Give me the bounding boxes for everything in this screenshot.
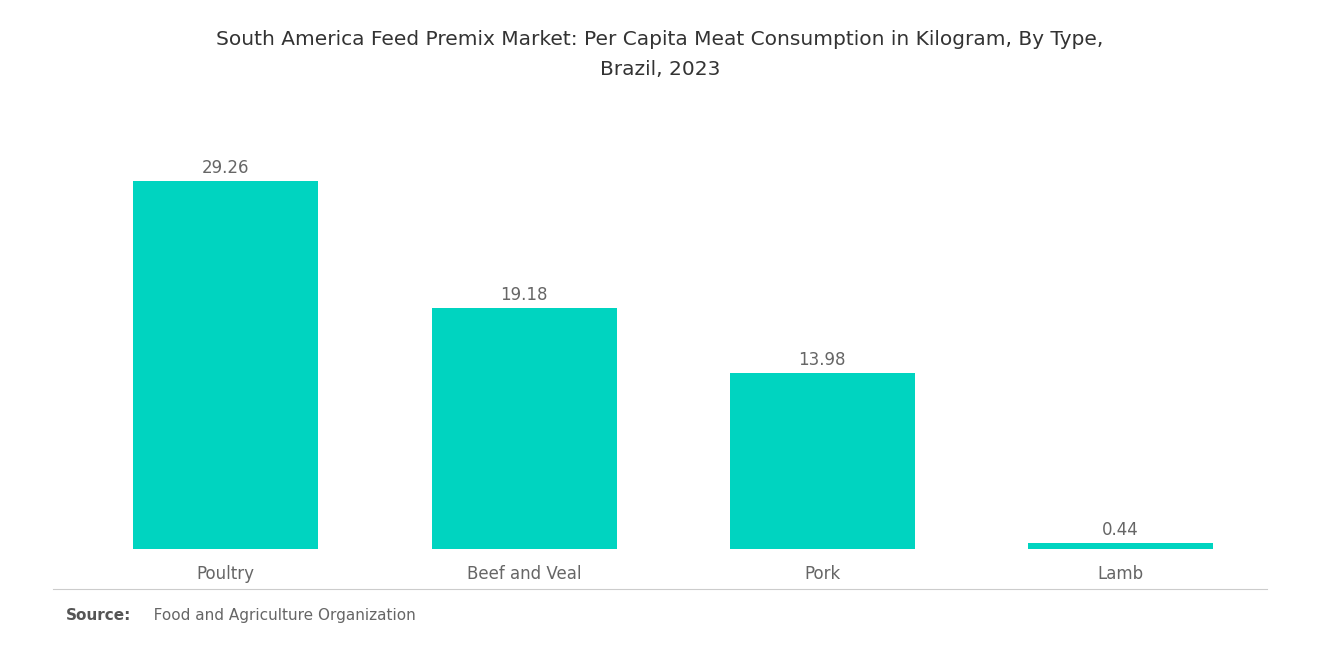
Bar <box>133 181 318 549</box>
Text: Brazil, 2023: Brazil, 2023 <box>599 60 721 79</box>
Text: Food and Agriculture Organization: Food and Agriculture Organization <box>139 608 416 622</box>
Text: 19.18: 19.18 <box>500 286 548 304</box>
Text: South America Feed Premix Market: Per Capita Meat Consumption in Kilogram, By Ty: South America Feed Premix Market: Per Ca… <box>216 30 1104 49</box>
Bar <box>1028 543 1213 549</box>
Text: 0.44: 0.44 <box>1102 521 1139 539</box>
Bar <box>432 308 616 549</box>
Text: 29.26: 29.26 <box>202 160 249 178</box>
Text: 13.98: 13.98 <box>799 351 846 369</box>
Bar <box>730 373 915 549</box>
Text: Source:: Source: <box>66 608 132 622</box>
